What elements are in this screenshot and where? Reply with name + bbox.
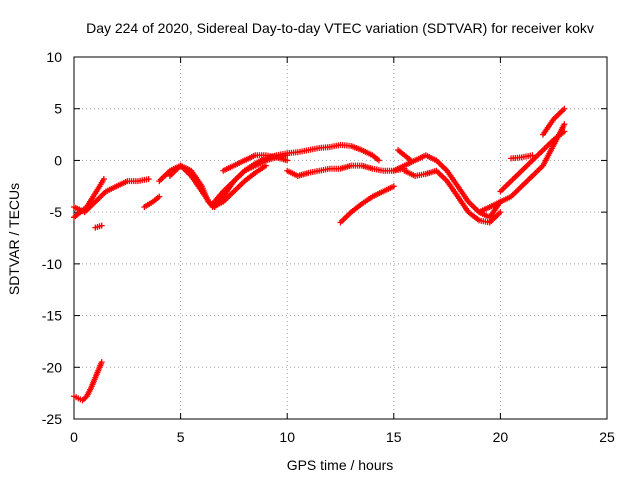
series-arc-17 (508, 152, 536, 162)
data-point (145, 176, 152, 183)
x-tick-label: 20 (493, 429, 509, 445)
series-arc-9 (220, 152, 291, 174)
grid-lines (74, 57, 607, 419)
data-point (561, 105, 568, 112)
data-point (262, 162, 269, 169)
x-tick-label: 5 (177, 429, 185, 445)
y-tick-label: -25 (42, 411, 62, 427)
series-arc-18 (540, 105, 568, 138)
series-arc-16 (497, 128, 568, 195)
data-point (98, 222, 105, 229)
y-axis-label: SDTVAR / TECUs (6, 183, 22, 295)
series-arc-10 (284, 162, 408, 179)
data-point (375, 157, 382, 164)
x-tick-labels: 0 5 10 15 20 25 (70, 429, 615, 445)
data-point (529, 152, 536, 159)
x-axis-label: GPS time / hours (287, 457, 394, 473)
y-tick-label: 0 (54, 152, 62, 168)
axis-ticks (73, 56, 608, 420)
y-tick-label: -10 (42, 256, 62, 272)
y-tick-label: 10 (46, 49, 62, 65)
series-arc-11 (337, 183, 397, 226)
x-tick-label: 25 (599, 429, 615, 445)
series-arc-5 (141, 193, 163, 210)
y-tick-label: -5 (50, 204, 63, 220)
series-arc-7 (166, 162, 269, 210)
y-tick-label: 5 (54, 101, 62, 117)
series-arc-13 (401, 167, 504, 226)
series-arc-4 (92, 222, 105, 231)
data-point-fill (80, 396, 87, 403)
y-tick-label: -20 (42, 359, 62, 375)
data-point (98, 359, 105, 366)
x-tick-label: 10 (279, 429, 295, 445)
x-tick-label: 0 (70, 429, 78, 445)
data-point (561, 128, 568, 135)
series-arc-8 (209, 141, 382, 207)
series-arc-2 (71, 176, 107, 221)
data-point (100, 176, 107, 183)
series-arc-3 (71, 359, 105, 404)
data-point (156, 193, 163, 200)
data-point (407, 157, 414, 164)
y-tick-label: -15 (42, 308, 62, 324)
y-tick-labels: -25 -20 -15 -10 -5 0 5 10 (42, 49, 62, 427)
data-point (497, 209, 504, 216)
chart-title: Day 224 of 2020, Sidereal Day-to-day VTE… (86, 20, 594, 36)
series-arc-1 (71, 176, 152, 216)
plot-frame (73, 56, 608, 420)
data-point (390, 183, 397, 190)
x-tick-label: 15 (386, 429, 402, 445)
series-arc-14 (395, 147, 414, 164)
data-point (284, 157, 291, 164)
data-points (71, 105, 568, 404)
data-point (561, 121, 568, 128)
